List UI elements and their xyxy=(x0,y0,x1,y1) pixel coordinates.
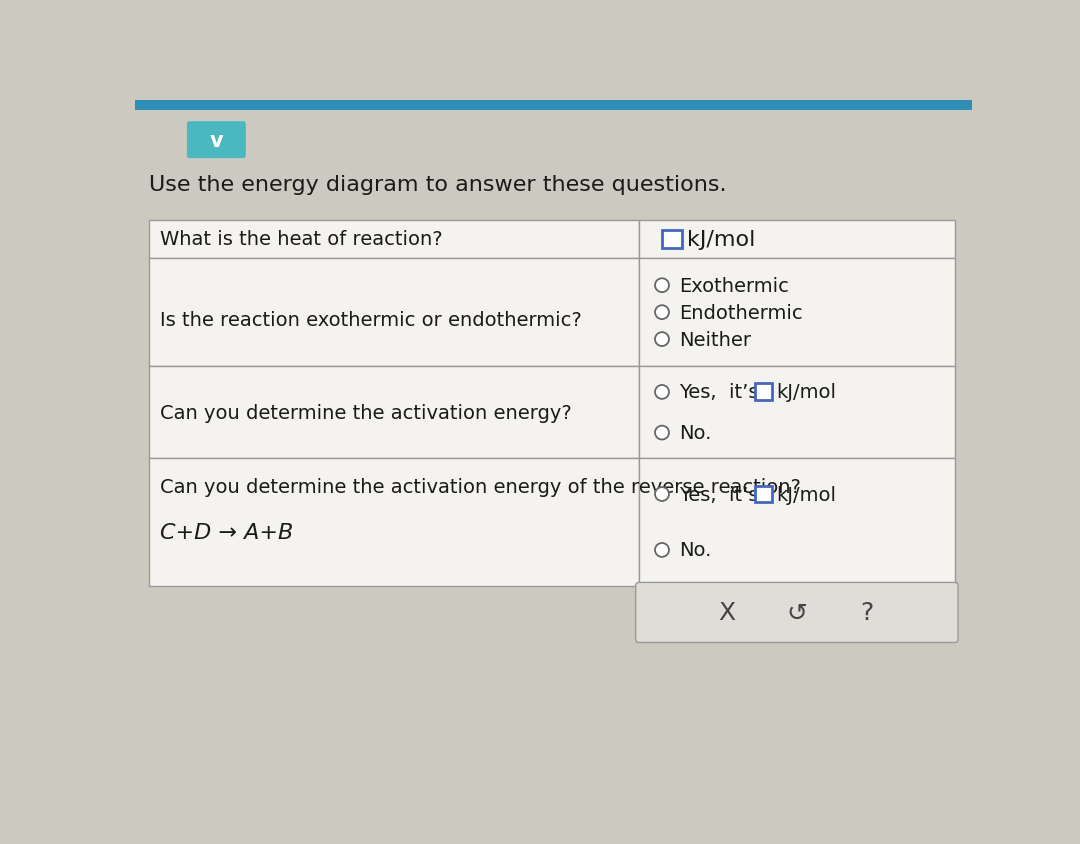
FancyBboxPatch shape xyxy=(187,122,246,159)
Text: v: v xyxy=(210,131,224,150)
Bar xyxy=(135,101,972,111)
Text: ↺: ↺ xyxy=(786,601,808,625)
Text: No.: No. xyxy=(679,541,712,560)
Bar xyxy=(638,220,955,259)
Text: Endothermic: Endothermic xyxy=(679,303,802,322)
Text: Yes,  it’s: Yes, it’s xyxy=(679,383,758,402)
Text: C+D → A+B: C+D → A+B xyxy=(160,522,293,543)
Bar xyxy=(149,220,638,259)
Circle shape xyxy=(656,333,669,347)
Bar xyxy=(755,384,772,401)
Text: ?: ? xyxy=(860,601,873,625)
Bar xyxy=(662,230,683,249)
Circle shape xyxy=(656,426,669,440)
Text: What is the heat of reaction?: What is the heat of reaction? xyxy=(160,230,443,249)
Text: Is the reaction exothermic or endothermic?: Is the reaction exothermic or endothermi… xyxy=(160,311,581,330)
Circle shape xyxy=(656,544,669,557)
Text: No.: No. xyxy=(679,424,712,442)
Bar xyxy=(149,259,638,366)
Bar xyxy=(755,486,772,503)
Text: kJ/mol: kJ/mol xyxy=(687,230,755,250)
Text: Use the energy diagram to answer these questions.: Use the energy diagram to answer these q… xyxy=(149,175,727,194)
Text: Exothermic: Exothermic xyxy=(679,276,788,295)
Circle shape xyxy=(656,386,669,399)
Text: Neither: Neither xyxy=(679,330,751,349)
Bar xyxy=(638,259,955,366)
Bar xyxy=(638,459,955,586)
Bar xyxy=(638,366,955,459)
Text: Yes,  it’s: Yes, it’s xyxy=(679,485,758,504)
Text: kJ/mol: kJ/mol xyxy=(777,485,837,504)
Text: kJ/mol: kJ/mol xyxy=(777,383,837,402)
Bar xyxy=(149,366,638,459)
Circle shape xyxy=(656,488,669,501)
Circle shape xyxy=(656,279,669,293)
Text: X: X xyxy=(718,601,735,625)
Text: Can you determine the activation energy of the reverse reaction?: Can you determine the activation energy … xyxy=(160,478,800,496)
Bar xyxy=(149,459,638,586)
FancyBboxPatch shape xyxy=(636,582,958,643)
Text: Can you determine the activation energy?: Can you determine the activation energy? xyxy=(160,403,571,422)
Circle shape xyxy=(656,306,669,320)
